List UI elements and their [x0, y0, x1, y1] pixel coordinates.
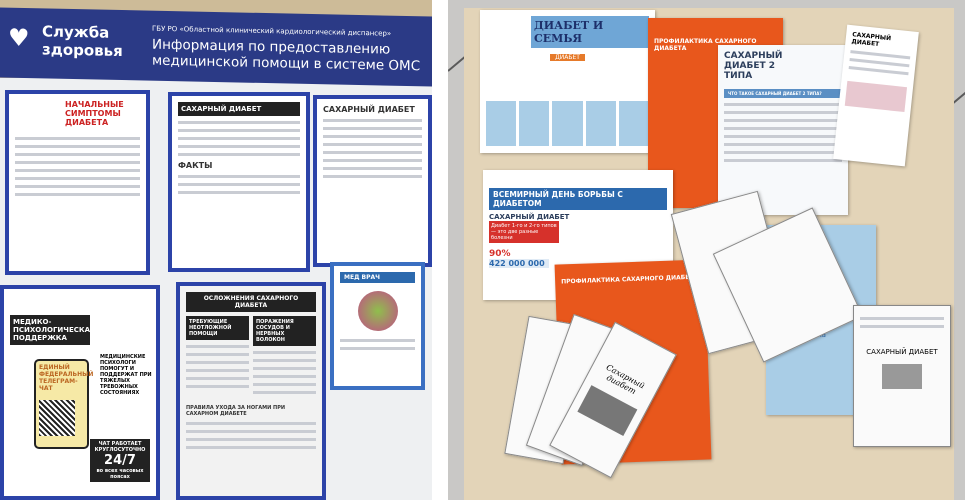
poster-diabetes-family: ДИАБЕТ И СЕМЬЯ ДИАБЕТ — [480, 10, 655, 153]
chat-works-label: ЧАТ РАБОТАЕТ КРУГЛОСУТОЧНО — [94, 441, 146, 453]
poster-psych-support: МЕДИКО-ПСИХОЛОГИЧЕСКАЯ ПОДДЕРЖКА ЕДИНЫЙ … — [0, 285, 160, 500]
diabetes-label: ДИАБЕТ — [550, 54, 585, 61]
poster-med-card: МЕД ВРАЧ — [330, 262, 425, 390]
heart-logo-icon: ♥ — [8, 23, 30, 53]
poster-title: ПРОФИЛАКТИКА САХАРНОГО ДИАБЕТА — [654, 38, 757, 52]
poster-title: ПРОФИЛАКТИКА САХАРНОГО ДИАБЕТА — [561, 273, 699, 286]
poster-title: НАЧАЛЬНЫЕ СИМПТОМЫ ДИАБЕТА — [65, 100, 124, 127]
section-heading: ЧТО ТАКОЕ САХАРНЫЙ ДИАБЕТ 2 ТИПА? — [724, 89, 842, 98]
poster-title: ОСЛОЖНЕНИЯ САХАРНОГО ДИАБЕТА — [186, 292, 316, 312]
left-photo-wall-stand: ♥ Служба здоровья ГБУ РО «Областной клин… — [0, 0, 432, 500]
poster-title: ВСЕМИРНЫЙ ДЕНЬ БОРЬБЫ С ДИАБЕТОМ — [489, 188, 667, 210]
stat-number: 422 000 000 — [489, 259, 549, 268]
chat-hours-block: ЧАТ РАБОТАЕТ КРУГЛОСУТОЧНО 24/7 во всех ча… — [90, 439, 150, 482]
leaflet-photo — [844, 80, 908, 113]
poster-title: ДИАБЕТ И СЕМЬЯ — [531, 16, 649, 48]
right-photo-table-display: ДИАБЕТ И СЕМЬЯ ДИАБЕТ ПРОФИЛАКТИКА САХАР… — [448, 0, 965, 500]
hours-label: 24/7 — [104, 453, 136, 468]
poster-title: МЕДИКО-ПСИХОЛОГИЧЕСКАЯ ПОДДЕРЖКА — [10, 315, 95, 345]
time-zones-label: во всех часовых поясах — [96, 468, 144, 480]
banner-title: Информация по предоставлению медицинской… — [152, 36, 421, 75]
poster-title: САХАРНЫЙ ДИАБЕТ — [178, 102, 300, 116]
leaflet-diabetes: САХАРНЫЙ ДИАБЕТ — [833, 24, 919, 167]
poster-title: САХАРНЫЙ ДИАБЕТ 2 ТИПА — [724, 51, 783, 81]
stat-percent: 90% — [489, 249, 511, 259]
column-header: ПОРАЖЕНИЯ СОСУДОВ И НЕРВНЫХ ВОЛОКОН — [253, 316, 316, 346]
brochure-diabetes: САХАРНЫЙ ДИАБЕТ — [853, 305, 951, 447]
phone-chat-illustration: ЕДИНЫЙ ФЕДЕРАЛЬНЫЙ ТЕЛЕГРАМ-ЧАТ — [34, 359, 93, 449]
column-header: ТРЕБУЮЩИЕ НЕОТЛОЖНОЙ ПОМОЩИ — [186, 316, 249, 340]
chat-label: ЕДИНЫЙ ФЕДЕРАЛЬНЫЙ ТЕЛЕГРАМ-ЧАТ — [39, 364, 94, 392]
red-callout: Диабет 1-го и 2-го типов — это две разны… — [489, 221, 559, 243]
poster-diabetes-type2: САХАРНЫЙ ДИАБЕТ 2 ТИПА ЧТО ТАКОЕ САХАРНЫ… — [718, 45, 848, 215]
chart-illustration — [357, 291, 398, 331]
brochure-title: САХАРНЫЙ ДИАБЕТ — [866, 348, 938, 356]
qr-code — [39, 400, 75, 436]
poster-complications: ОСЛОЖНЕНИЯ САХАРНОГО ДИАБЕТА ТРЕБУЮЩИЕ Н… — [176, 282, 326, 500]
organization-name: ГБУ РО «Областной клинический кардиологи… — [152, 24, 392, 38]
poster-title: МЕД ВРАЧ — [340, 272, 415, 283]
poster-diabetes-facts: САХАРНЫЙ ДИАБЕТ ФАКТЫ — [168, 92, 310, 272]
foot-care-heading: ПРАВИЛА УХОДА ЗА НОГАМИ ПРИ САХАРНОМ ДИА… — [186, 405, 286, 417]
leaflet-title: САХАРНЫЙ ДИАБЕТ — [851, 31, 892, 49]
poster-title: САХАРНЫЙ ДИАБЕТ — [323, 105, 415, 114]
poster-side-text: МЕДИЦИНСКИЕ ПСИХОЛОГИ ПОМОГУТ И ПОДДЕРЖА… — [100, 354, 152, 396]
logo-text: Служба здоровья — [42, 22, 123, 61]
header-banner: ♥ Служба здоровья ГБУ РО «Областной клин… — [0, 7, 432, 87]
poster-subtitle: ФАКТЫ — [178, 161, 213, 170]
poster-diabetes: САХАРНЫЙ ДИАБЕТ — [313, 95, 432, 267]
poster-subtitle: САХАРНЫЙ ДИАБЕТ — [489, 213, 570, 221]
poster-symptoms: НАЧАЛЬНЫЕ СИМПТОМЫ ДИАБЕТА — [5, 90, 150, 275]
brochure-photo — [882, 364, 922, 389]
